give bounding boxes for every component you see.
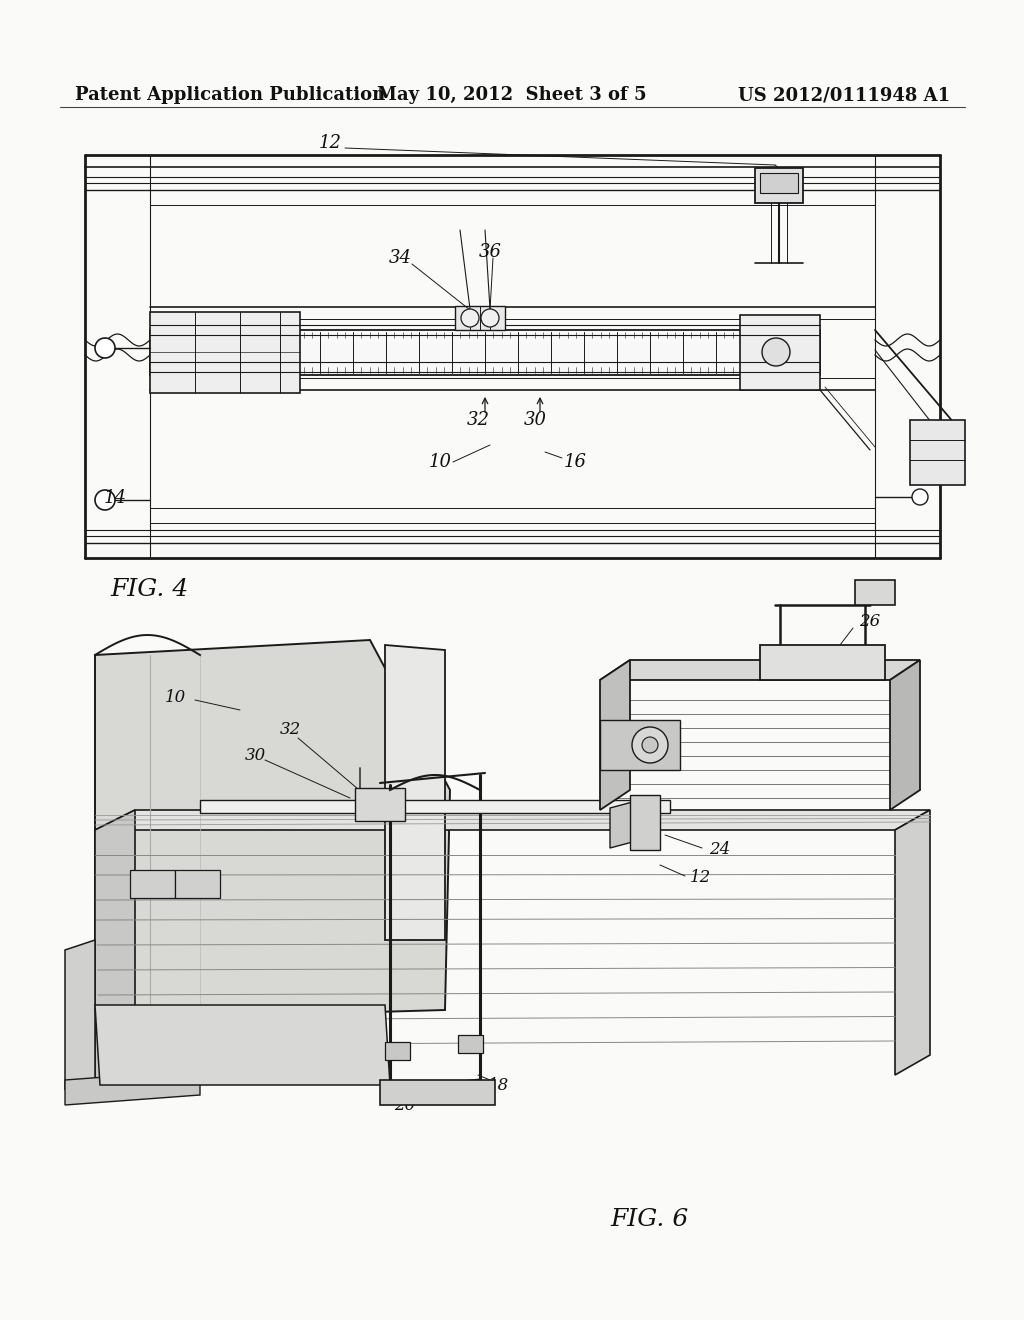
Circle shape bbox=[461, 309, 479, 327]
Text: FIG. 4: FIG. 4 bbox=[110, 578, 188, 602]
Text: 26: 26 bbox=[859, 614, 881, 631]
Text: 32: 32 bbox=[280, 722, 301, 738]
Text: Patent Application Publication: Patent Application Publication bbox=[75, 86, 385, 104]
Text: 24: 24 bbox=[710, 842, 731, 858]
Polygon shape bbox=[65, 940, 95, 1090]
Bar bbox=[630, 795, 660, 850]
Bar bbox=[130, 870, 175, 898]
Bar bbox=[150, 330, 820, 375]
Circle shape bbox=[481, 309, 499, 327]
Circle shape bbox=[762, 338, 790, 366]
Polygon shape bbox=[890, 660, 920, 810]
Circle shape bbox=[95, 338, 115, 358]
Text: 10: 10 bbox=[428, 453, 452, 471]
Text: 12: 12 bbox=[689, 870, 711, 887]
Bar bbox=[855, 579, 895, 605]
Circle shape bbox=[912, 488, 928, 506]
Polygon shape bbox=[385, 645, 445, 940]
Polygon shape bbox=[65, 1071, 200, 1105]
Bar bbox=[755, 168, 803, 203]
Bar bbox=[200, 800, 670, 813]
Bar bbox=[600, 719, 680, 770]
Bar bbox=[740, 315, 820, 389]
Text: FIG. 6: FIG. 6 bbox=[610, 1209, 688, 1232]
Bar bbox=[458, 1035, 483, 1053]
Circle shape bbox=[642, 737, 658, 752]
Bar bbox=[760, 645, 885, 680]
Bar bbox=[150, 312, 300, 393]
Text: 12: 12 bbox=[318, 135, 341, 152]
Polygon shape bbox=[610, 800, 660, 847]
Circle shape bbox=[95, 490, 115, 510]
Circle shape bbox=[632, 727, 668, 763]
Bar bbox=[455, 306, 505, 330]
Text: 34: 34 bbox=[388, 249, 412, 267]
Bar bbox=[355, 788, 406, 821]
Text: 16: 16 bbox=[563, 453, 587, 471]
Polygon shape bbox=[600, 660, 920, 680]
Polygon shape bbox=[895, 810, 930, 1074]
Bar bbox=[760, 173, 798, 193]
Text: 18: 18 bbox=[487, 1077, 509, 1093]
Text: May 10, 2012  Sheet 3 of 5: May 10, 2012 Sheet 3 of 5 bbox=[377, 86, 647, 104]
Polygon shape bbox=[95, 810, 135, 1080]
Text: 30: 30 bbox=[523, 411, 547, 429]
Bar bbox=[380, 1080, 495, 1105]
Text: 30: 30 bbox=[245, 747, 265, 763]
Text: 10: 10 bbox=[165, 689, 185, 706]
Text: 32: 32 bbox=[467, 411, 489, 429]
Polygon shape bbox=[95, 1005, 390, 1085]
Polygon shape bbox=[600, 660, 630, 810]
Bar bbox=[385, 1041, 410, 1060]
Bar bbox=[910, 420, 965, 484]
Bar bbox=[175, 870, 220, 898]
Text: 36: 36 bbox=[478, 243, 502, 261]
Text: 14: 14 bbox=[103, 488, 127, 507]
Polygon shape bbox=[95, 810, 930, 830]
Text: 20: 20 bbox=[394, 1097, 416, 1114]
Text: US 2012/0111948 A1: US 2012/0111948 A1 bbox=[738, 86, 950, 104]
Polygon shape bbox=[95, 640, 450, 1020]
